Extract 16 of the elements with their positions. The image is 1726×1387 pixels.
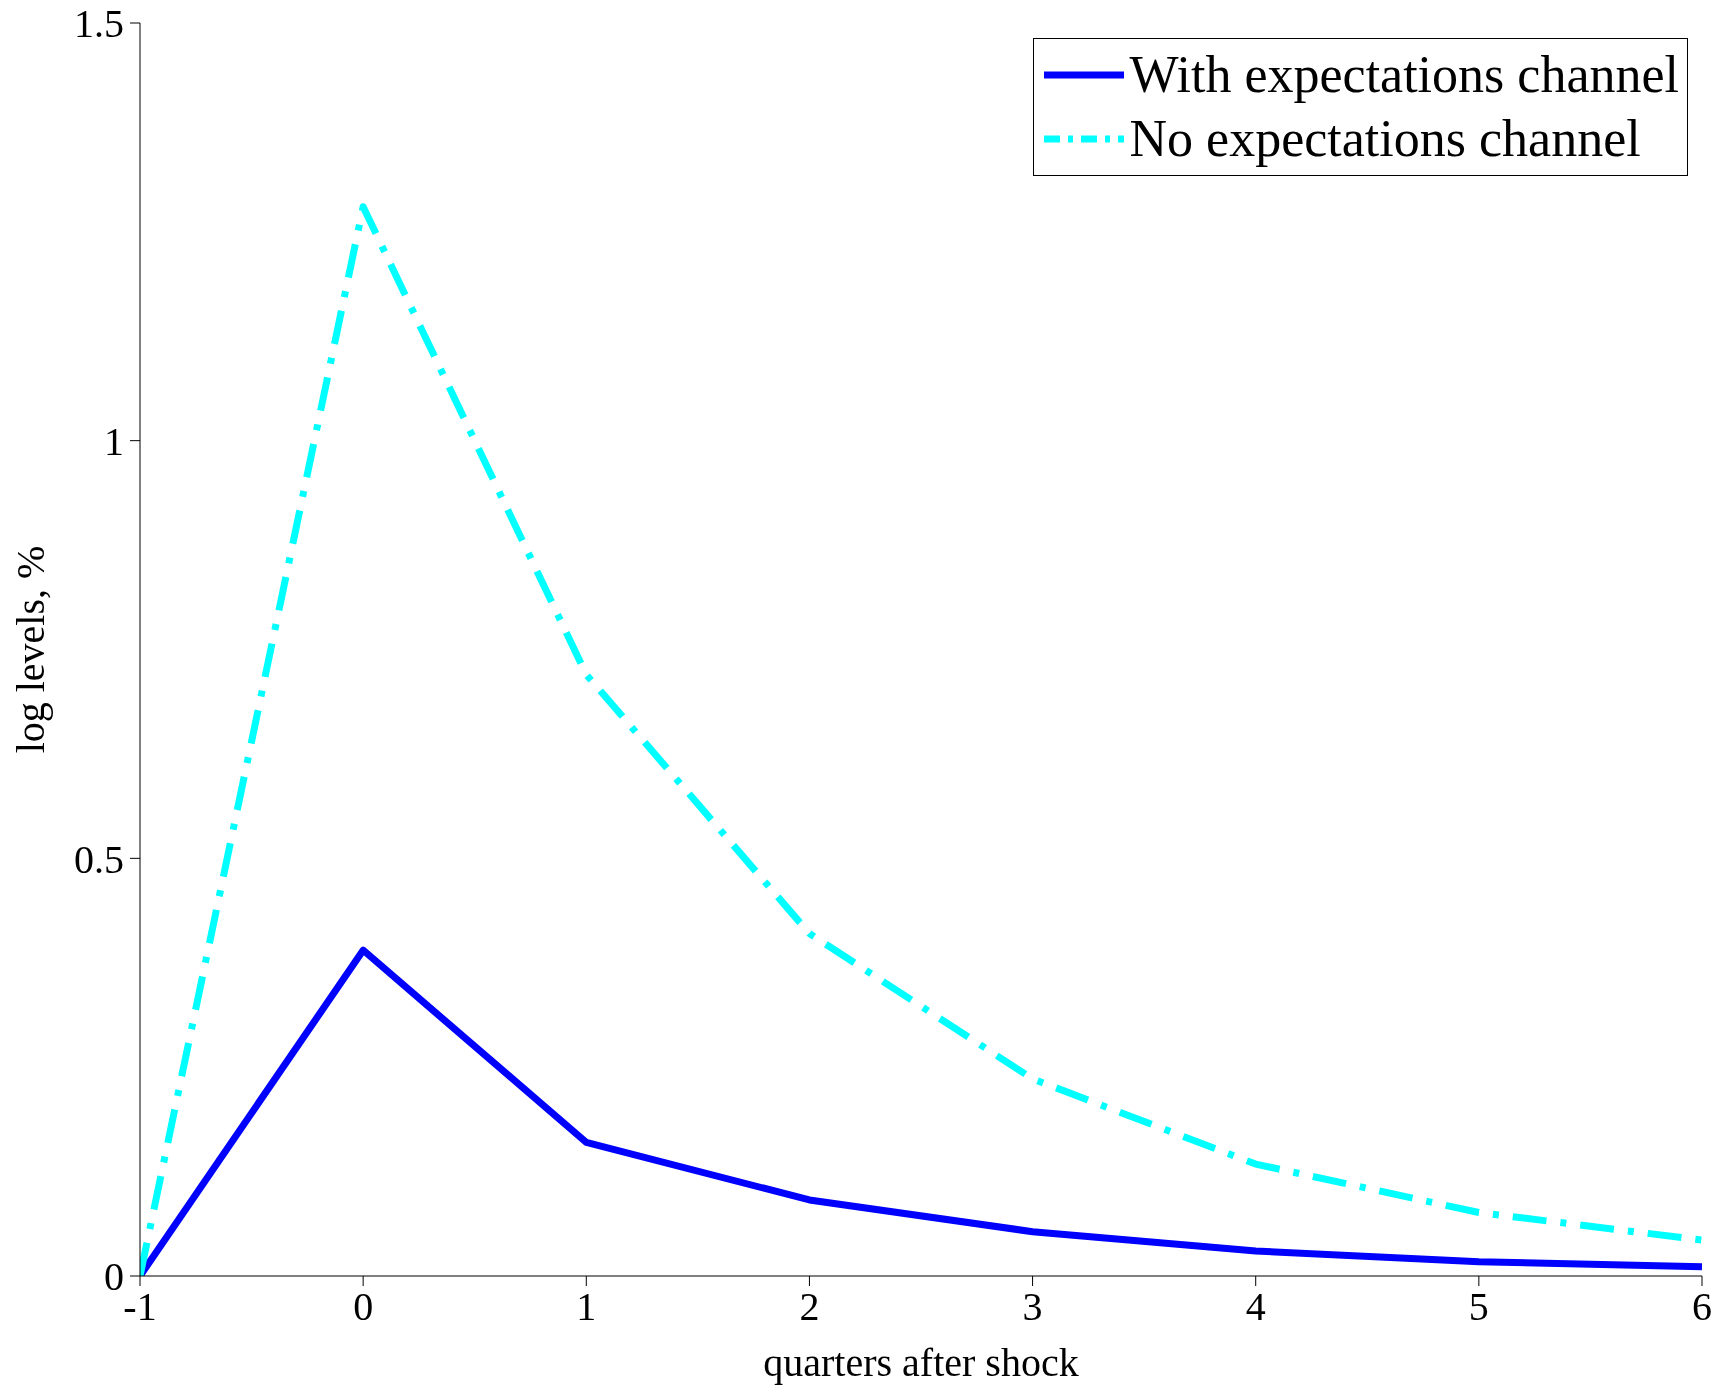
- y-tick-label: 0.5: [74, 836, 124, 882]
- x-tick-label: 1: [576, 1284, 597, 1330]
- x-tick-label: 6: [1692, 1284, 1712, 1330]
- x-tick-label: -1: [123, 1284, 157, 1330]
- y-axis-title: log levels, %: [8, 545, 54, 754]
- x-tick-label: 5: [1468, 1284, 1489, 1330]
- x-axis-title: quarters after shock: [763, 1340, 1079, 1385]
- y-tick-label: 1.5: [74, 1, 124, 47]
- y-tick-label: 1: [104, 418, 124, 464]
- y-tick-label: 0: [104, 1254, 124, 1300]
- x-tick-label: 2: [799, 1284, 820, 1330]
- x-tick-label: 4: [1245, 1284, 1266, 1330]
- x-tick-label: 0: [353, 1284, 374, 1330]
- legend-label: No expectations channel: [1129, 109, 1641, 169]
- x-tick-label: 3: [1022, 1284, 1043, 1330]
- legend-label: With expectations channel: [1129, 45, 1679, 105]
